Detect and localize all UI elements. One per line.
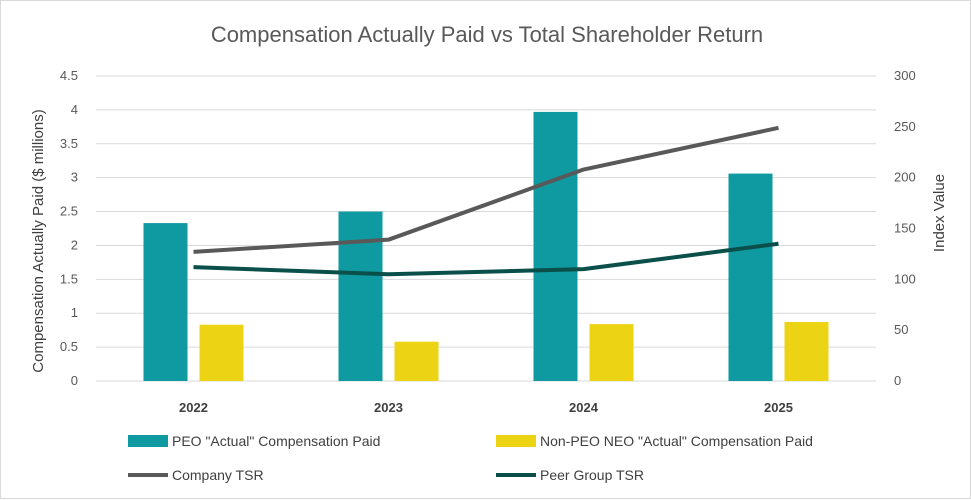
y-axis-title: Compensation Actually Paid ($ millions) [30, 109, 47, 372]
x-tick-label: 2025 [764, 400, 793, 415]
y2-tick-label: 0 [894, 373, 901, 388]
y-tick-label: 4.5 [60, 68, 78, 83]
chart-title: Compensation Actually Paid vs Total Shar… [211, 22, 763, 47]
y2-axis-title: Index Value [931, 174, 948, 252]
y-tick-label: 3.5 [60, 136, 78, 151]
y-tick-label: 2.5 [60, 204, 78, 219]
series-line [193, 125, 779, 254]
left-axis-ticks: 0 0.5 1 1.5 2 2.5 3 3.5 4 4.5 [60, 68, 78, 388]
y-tick-label: 1 [71, 305, 78, 320]
y2-tick-label: 250 [894, 119, 916, 134]
lines [193, 125, 779, 277]
bar [533, 111, 578, 381]
right-axis-ticks: 0 50 100 150 200 250 300 [894, 68, 916, 388]
y-tick-label: 1.5 [60, 271, 78, 286]
legend-label: PEO "Actual" Compensation Paid [172, 433, 380, 449]
bars [143, 111, 829, 381]
legend: PEO "Actual" Compensation Paid Non-PEO NE… [128, 433, 813, 483]
category-labels: 2022 2023 2024 2025 [179, 400, 793, 415]
y2-tick-label: 100 [894, 271, 916, 286]
legend-swatch [496, 435, 536, 447]
bar [338, 211, 383, 381]
x-tick-label: 2022 [179, 400, 208, 415]
legend-label: Company TSR [172, 467, 264, 483]
bar [394, 341, 439, 381]
series-line [193, 241, 779, 277]
y2-tick-label: 50 [894, 322, 908, 337]
bar [199, 324, 244, 381]
y-tick-label: 2 [71, 237, 78, 252]
y2-tick-label: 300 [894, 68, 916, 83]
y2-tick-label: 200 [894, 170, 916, 185]
bar [728, 173, 773, 381]
y-tick-label: 4 [71, 102, 78, 117]
y-tick-label: 0 [71, 373, 78, 388]
x-tick-label: 2024 [569, 400, 599, 415]
y-tick-label: 3 [71, 170, 78, 185]
legend-label: Non-PEO NEO "Actual" Compensation Paid [540, 433, 813, 449]
legend-label: Peer Group TSR [540, 467, 644, 483]
y2-tick-label: 150 [894, 221, 916, 236]
bar [143, 223, 188, 381]
x-tick-label: 2023 [374, 400, 403, 415]
bar [784, 322, 829, 381]
y-tick-label: 0.5 [60, 339, 78, 354]
bar [589, 324, 634, 381]
legend-swatch [128, 435, 168, 447]
